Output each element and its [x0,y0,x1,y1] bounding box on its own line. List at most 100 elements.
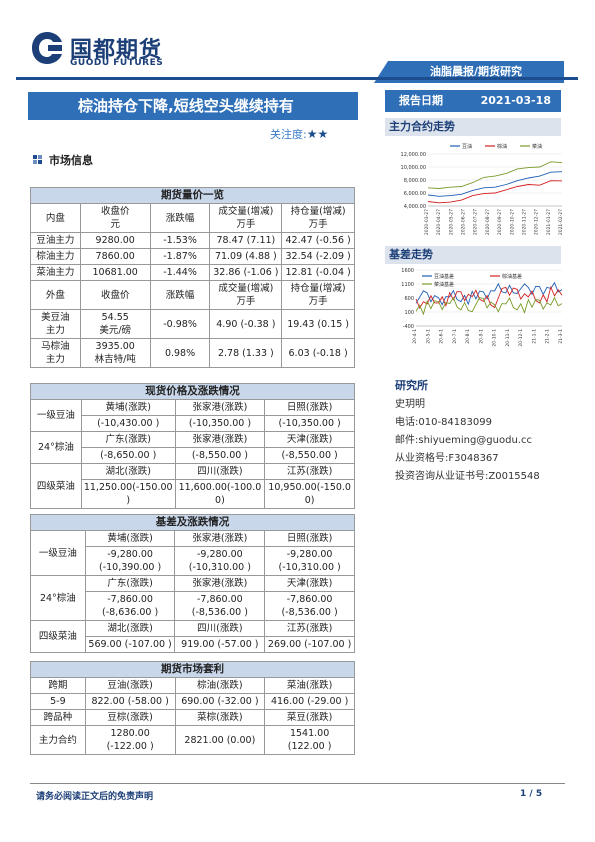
x-tick-label: 2020-05-27 [448,209,454,235]
table-cell: 1541.00 (122.00 ) [265,726,355,755]
futures-table-title: 期货量价一览 [31,188,355,204]
section-market-label: 市场信息 [49,154,93,167]
table-cell: 78.47 (7.11) [210,233,282,249]
futures-header-row-2: 外盘 收盘价 涨跌幅 成交量(增减) 万手 持仓量(增减) 万手 [31,281,355,310]
futures-header-cell: 内盘 [31,204,81,233]
x-tick-label: 2020-09-27 [497,209,503,235]
group-label: 四级菜油 [31,621,86,653]
x-tick-label: 21-2-1 [545,329,551,344]
futures-header-cell: 涨跌幅 [150,281,210,310]
x-tick-label: 20-11-1 [505,329,511,347]
report-date-label: 报告日期 [399,94,443,107]
value-cell: 569.00 (-107.00 ) [85,637,175,653]
table-cell: 19.43 (0.15 ) [282,310,355,339]
y-tick-label: 4,000.00 [404,204,426,210]
value-cell: 919.00 (-57.00 ) [175,637,265,653]
x-tick-label: 2020-03-27 [424,209,430,235]
group-label: 一级豆油 [31,400,82,432]
section-market-info: 市场信息 [33,152,93,168]
location-header: 湖北(涨跌) [85,621,175,637]
table-cell: 菜豆(涨跌) [265,710,355,726]
table-cell: 690.00 (-32.00 ) [175,694,265,710]
futures-header-cell: 持仓量(增减) 万手 [282,281,355,310]
value-cell: -9,280.00 (-10,310.00 ) [175,547,265,576]
table-cell: 豆油(涨跌) [85,678,175,694]
x-tick-label: 2020-06-27 [461,209,467,235]
group-header-row: 四级菜油 湖北(涨跌) 四川(涨跌) 江苏(涨跌) [31,621,355,637]
location-header: 四川(涨跌) [175,464,265,480]
logo-mark-icon [30,30,64,66]
spot-table-title: 现货价格及涨跌情况 [31,384,355,400]
table-cell: 54.55 美元/磅 [80,310,150,339]
legend-label: 豆油 [462,143,472,150]
y-tick-label: 6,000.00 [404,191,426,197]
report-date-value: 2021-03-18 [481,90,551,112]
table-cell: 0.98% [150,339,210,368]
futures-header-cell: 外盘 [31,281,81,310]
table-row: 棕油主力 7860.00 -1.87% 71.09 (4.88 ) 32.54 (-2.… [31,249,355,265]
table-cell: 822.00 (-58.00 ) [85,694,175,710]
value-cell: (-10,350.00 ) [175,416,265,432]
value-cell: (-10,430.00 ) [81,416,175,432]
table-cell: 32.86 (-1.06 ) [210,265,282,281]
analyst-email[interactable]: 邮件:shiyueming@guodu.cc [395,433,540,448]
legend-label: 棕油基差 [502,273,522,280]
y-tick-label: 8,000.00 [404,178,426,184]
value-cell: 11,250.00(-150.00) [81,480,175,509]
group-header-row: 24°棕油 广东(涨跌) 张家港(涨跌) 天津(涨跌) [31,576,355,592]
x-tick-label: 2021-02-27 [558,209,564,235]
arb-header-row: 跨品种 豆棕(涨跌) 菜棕(涨跌) 菜豆(涨跌) [31,710,355,726]
footer-divider [30,783,565,784]
analyst-name: 史玥明 [395,397,540,412]
group-header-row: 一级豆油 黄埔(涨跌) 张家港(涨跌) 日照(涨跌) [31,400,355,416]
arb-row: 5-9 822.00 (-58.00 ) 690.00 (-32.00 ) 416.0… [31,694,355,710]
location-header: 四川(涨跌) [175,621,265,637]
table-cell: 2.78 (1.33 ) [210,339,282,368]
legend-label: 菜油基差 [434,281,454,288]
table-cell: 菜油主力 [31,265,81,281]
value-cell: -9,280.00 (-10,310.00 ) [265,547,355,576]
location-header: 日照(涨跌) [265,531,355,547]
group-header-row: 24°棕油 广东(涨跌) 张家港(涨跌) 天津(涨跌) [31,432,355,448]
x-tick-label: 2020-04-27 [436,209,442,235]
value-cell: 10,950.00(-150.0 0) [265,480,355,509]
table-cell: 马棕油 主力 [31,339,81,368]
table-row: 豆油主力 9280.00 -1.53% 78.47 (7.11) 42.47 (-0.5… [31,233,355,249]
table-cell: 菜油(涨跌) [265,678,355,694]
table-cell: 32.54 (-2.09 ) [282,249,355,265]
section-bullet-icon [33,155,43,165]
table-cell: 42.47 (-0.56 ) [282,233,355,249]
table-cell: 3935.00 林吉特/吨 [80,339,150,368]
table-cell: 1280.00 (-122.00 ) [85,726,175,755]
location-header: 日照(涨跌) [265,400,355,416]
x-tick-label: 21-3-1 [558,329,564,344]
location-header: 天津(涨跌) [265,432,355,448]
arbitrage-table-title: 期货市场套利 [31,662,355,678]
value-cell: -7,860.00 (-8,636.00 ) [85,592,175,621]
table-cell: 美豆油 主力 [31,310,81,339]
futures-table: 期货量价一览 内盘 收盘价元涨跌幅 成交量(增减) 万手 持仓量(增减) 万手 豆油主力 92… [30,187,355,368]
y-tick-label: 12,000.00 [401,152,426,158]
value-cell: (-8,650.00 ) [81,448,175,464]
location-header: 江苏(涨跌) [265,464,355,480]
group-header-row: 一级豆油 黄埔(涨跌) 张家港(涨跌) 日照(涨跌) [31,531,355,547]
group-label: 四级菜油 [31,464,82,509]
table-cell: -1.53% [150,233,210,249]
table-cell: 2821.00 (0.00) [175,726,265,755]
x-tick-label: 20-8-1 [465,329,471,344]
page-number: 1 / 5 [520,789,542,799]
x-tick-label: 2020-07-27 [473,209,479,235]
table-cell: 跨品种 [31,710,86,726]
location-header: 天津(涨跌) [265,576,355,592]
futures-header-cell: 成交量(增减) 万手 [210,281,282,310]
table-cell: 9280.00 [80,233,150,249]
location-header: 张家港(涨跌) [175,400,265,416]
futures-header-cell: 持仓量(增减) 万手 [282,204,355,233]
x-tick-label: 20-4-1 [412,329,418,344]
logo-text-en: GUODU FUTURES [70,58,163,68]
research-heading: 研究所 [395,378,540,393]
attention-level: 关注度:★★ [270,126,328,142]
table-cell: 跨期 [31,678,86,694]
analyst-cert: 从业资格号:F3048367 [395,451,540,466]
